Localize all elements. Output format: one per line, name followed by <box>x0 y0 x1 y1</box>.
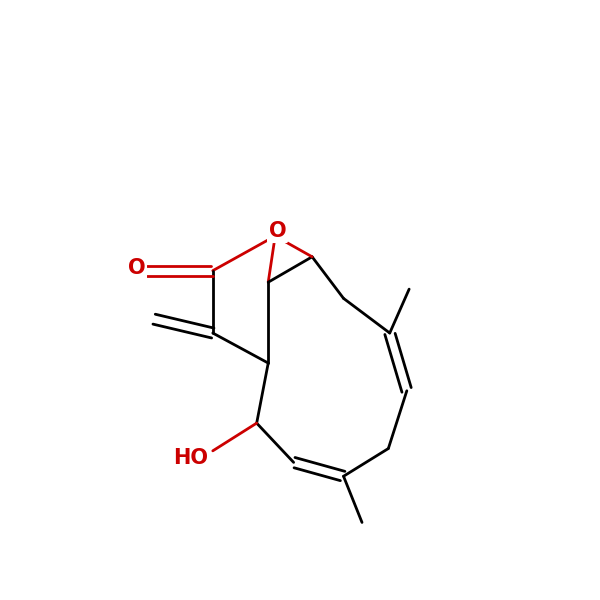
Text: HO: HO <box>173 448 208 468</box>
Text: O: O <box>269 221 286 241</box>
Text: O: O <box>128 259 145 278</box>
